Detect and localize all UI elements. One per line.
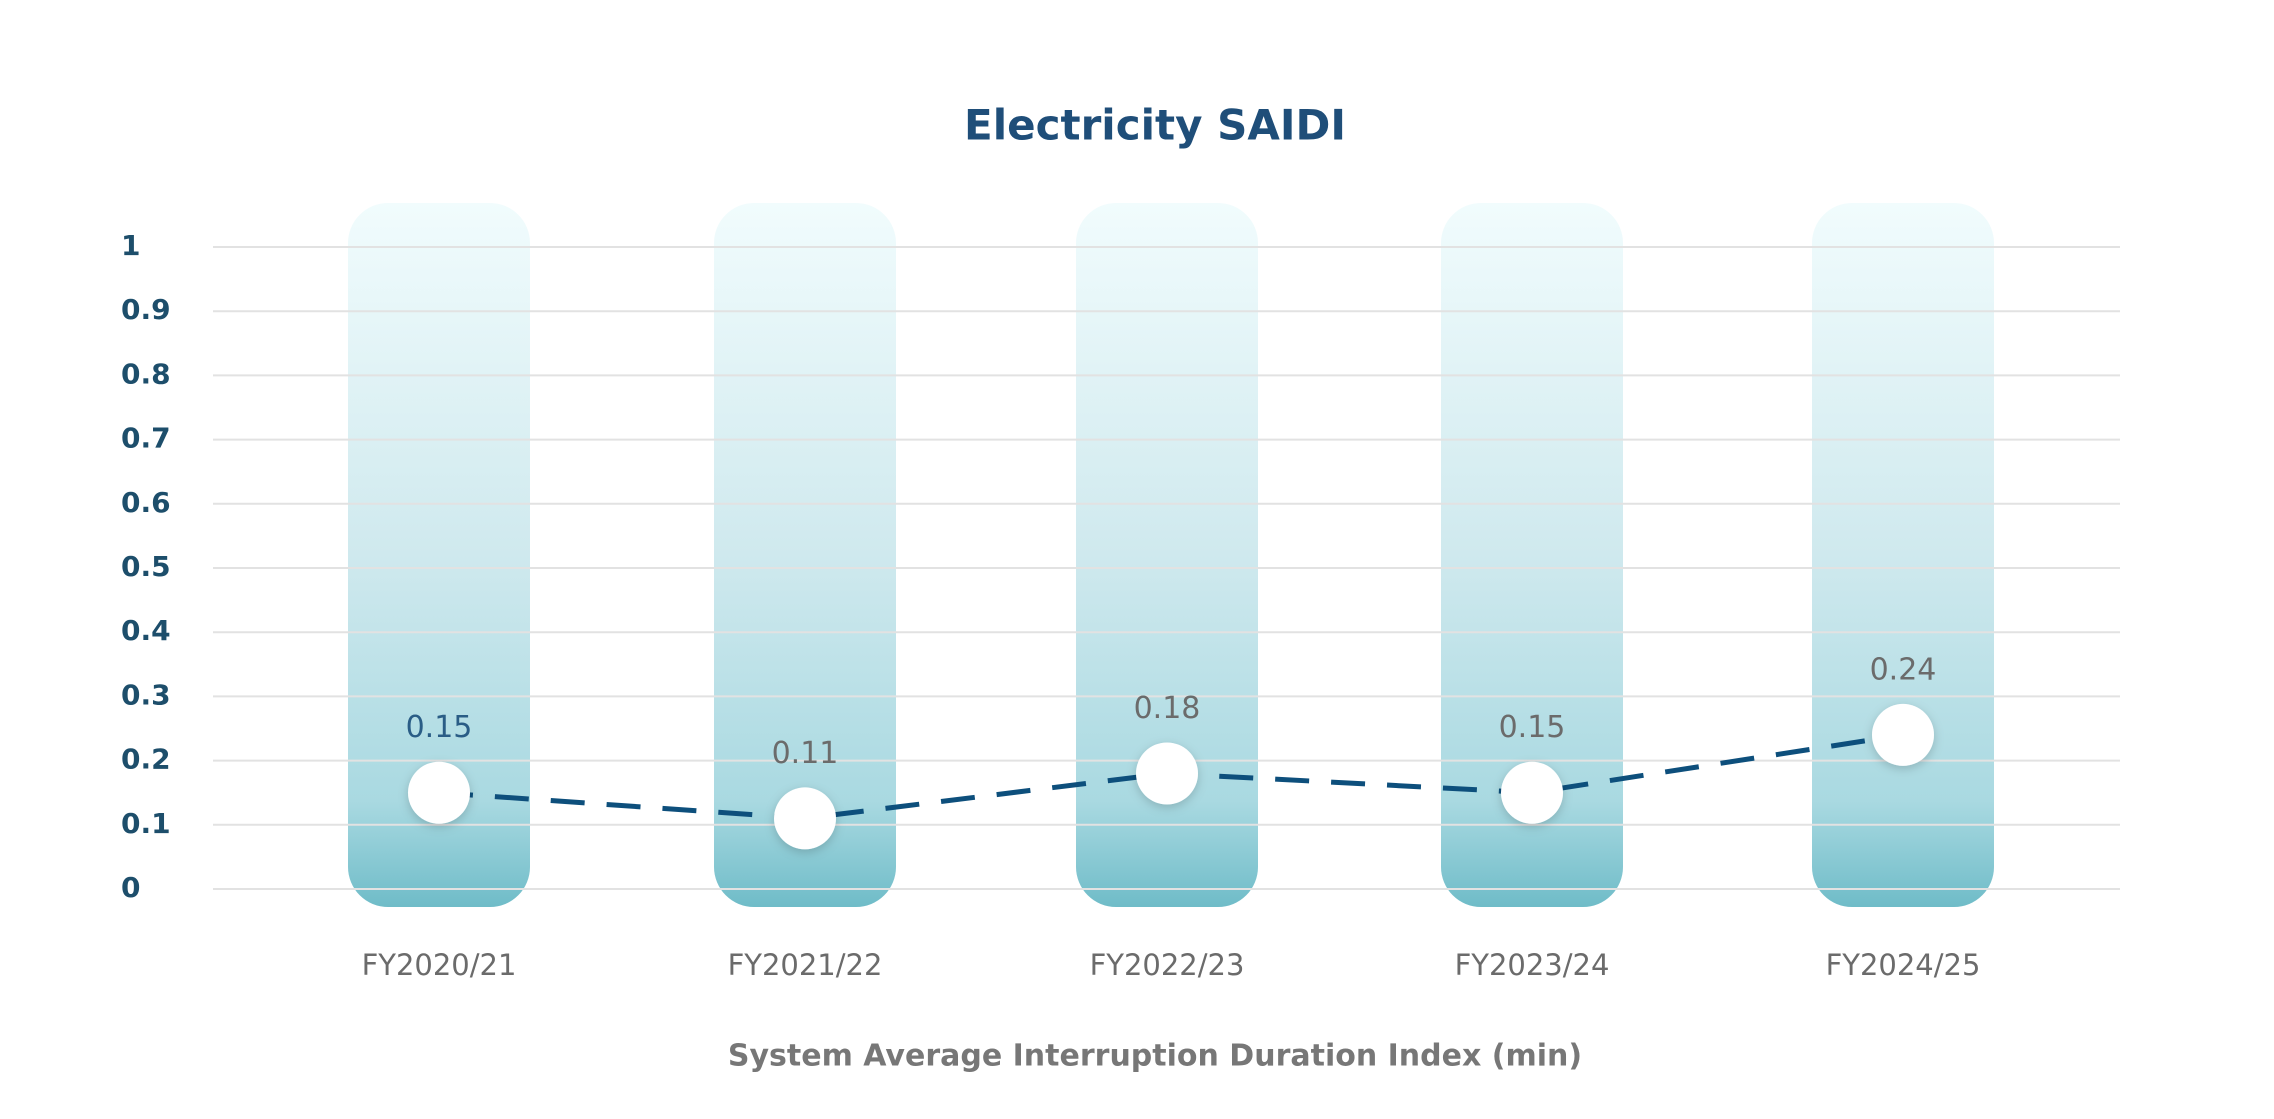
y-tick-label: 0.1 (121, 807, 171, 840)
y-tick-label: 0.2 (121, 743, 171, 776)
plot: 0.15 0.11 0.18 0.15 0.24 (406, 652, 1937, 850)
x-tick-label: FY2023/24 (1455, 948, 1610, 982)
data-label: 0.15 (1499, 710, 1566, 745)
data-point (1136, 742, 1198, 805)
y-tick-label: 0.6 (121, 486, 171, 519)
background-bar (348, 203, 530, 907)
background-bar (1076, 203, 1258, 907)
x-axis-label: System Average Interruption Duration Ind… (728, 1039, 1582, 1074)
data-point (1872, 703, 1934, 766)
grid (213, 246, 2120, 890)
data-label: 0.11 (772, 736, 839, 771)
chart-title: Electricity SAIDI (964, 101, 1346, 150)
x-tick-label: FY2022/23 (1090, 948, 1245, 982)
y-tick-label: 0.5 (121, 550, 171, 583)
y-tick-label: 0.4 (121, 614, 171, 647)
y-tick-label: 0 (121, 871, 140, 904)
x-tick-label: FY2020/21 (362, 948, 517, 982)
y-tick-label: 0.9 (121, 293, 171, 326)
data-point (408, 761, 470, 824)
background-bar (1812, 203, 1994, 907)
background-bar (714, 203, 896, 907)
background-bars (348, 203, 1994, 907)
y-tick-label: 0.7 (121, 422, 171, 455)
y-tick-label: 1 (121, 229, 140, 262)
data-label: 0.24 (1870, 652, 1937, 687)
data-point (1501, 761, 1563, 824)
data-point (774, 787, 836, 850)
data-label: 0.18 (1134, 691, 1201, 726)
background-bar (1441, 203, 1623, 907)
y-tick-label: 0.8 (121, 357, 171, 390)
x-tick-label: FY2021/22 (728, 948, 883, 982)
data-label: 0.15 (406, 710, 473, 745)
x-tick-label: FY2024/25 (1826, 948, 1981, 982)
y-tick-label: 0.3 (121, 678, 171, 711)
